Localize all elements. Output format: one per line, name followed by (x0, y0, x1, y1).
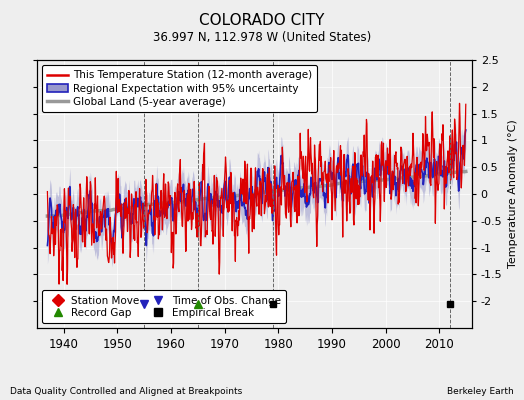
Text: Berkeley Earth: Berkeley Earth (447, 387, 514, 396)
Text: 36.997 N, 112.978 W (United States): 36.997 N, 112.978 W (United States) (153, 31, 371, 44)
Y-axis label: Temperature Anomaly (°C): Temperature Anomaly (°C) (508, 120, 518, 268)
Text: COLORADO CITY: COLORADO CITY (199, 13, 325, 28)
Legend: Station Move, Record Gap, Time of Obs. Change, Empirical Break: Station Move, Record Gap, Time of Obs. C… (42, 290, 286, 323)
Text: Data Quality Controlled and Aligned at Breakpoints: Data Quality Controlled and Aligned at B… (10, 387, 243, 396)
